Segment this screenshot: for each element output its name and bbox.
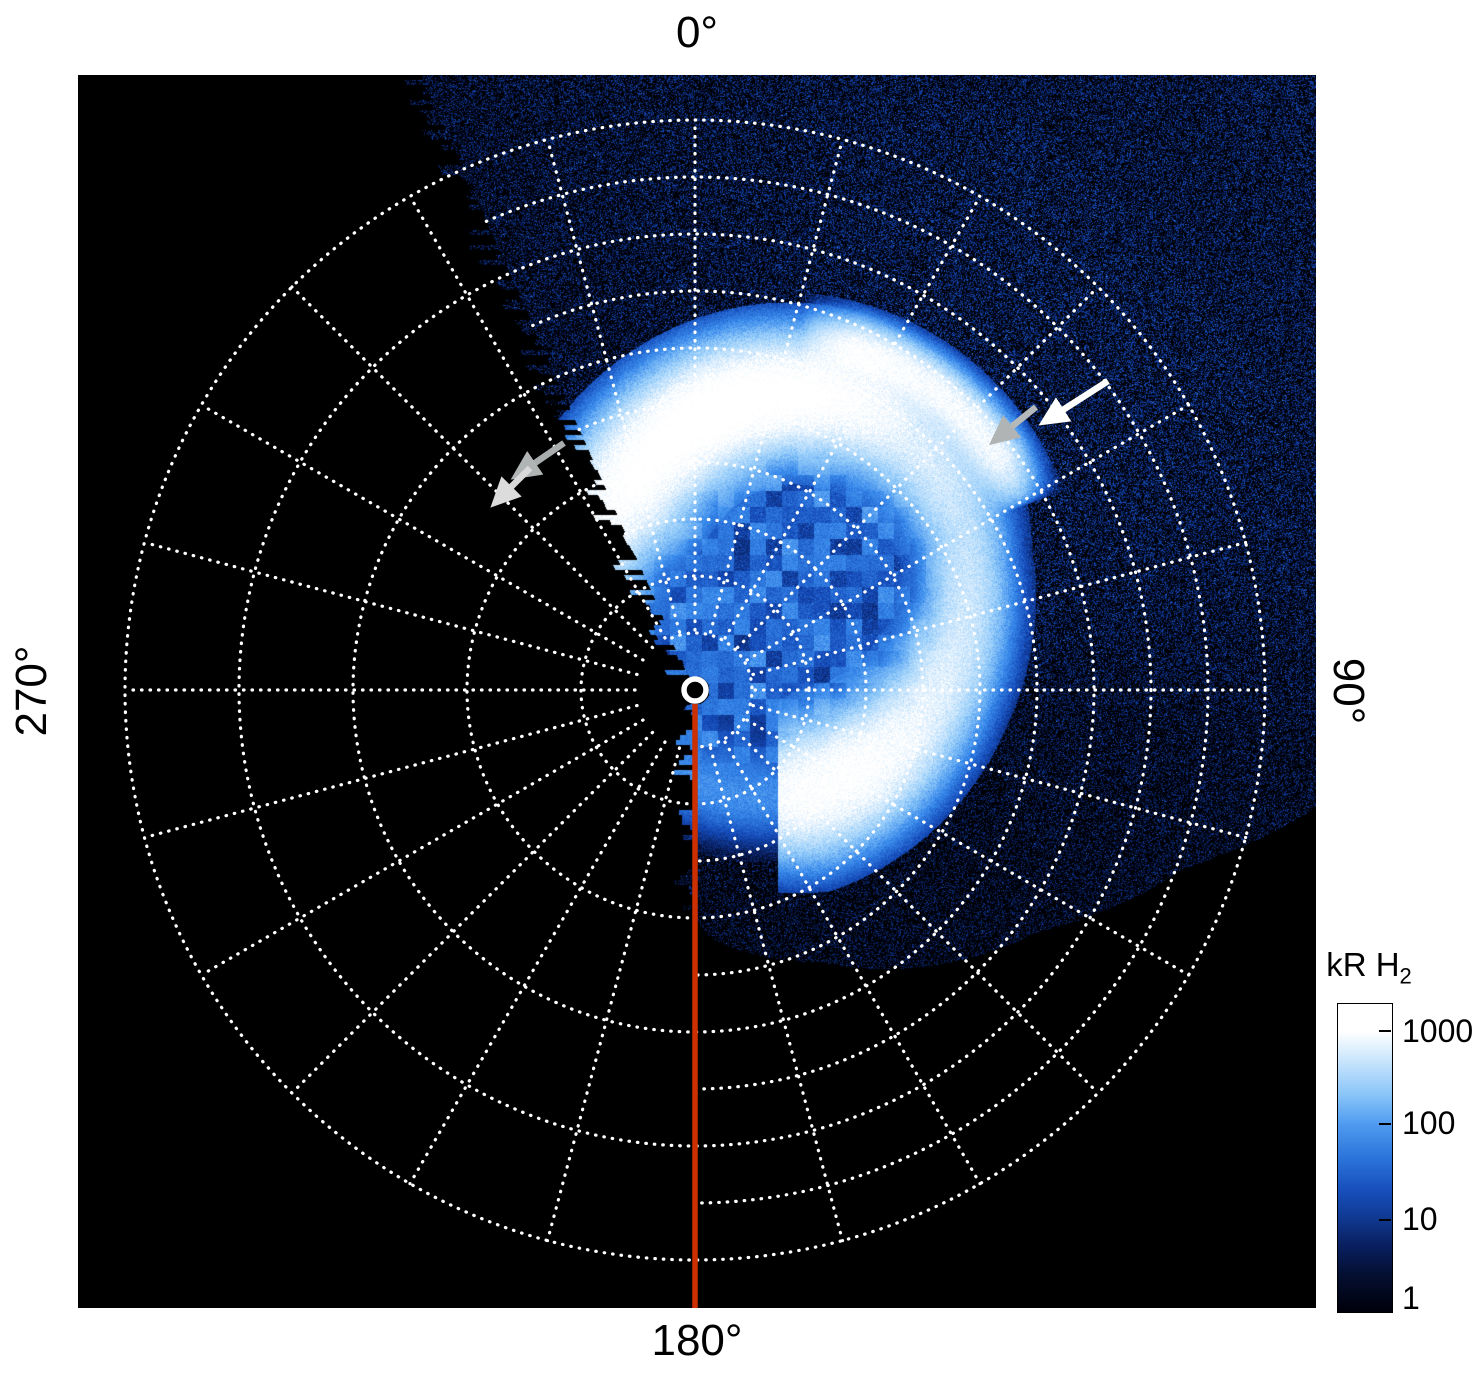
annotation-arrow <box>1044 381 1108 422</box>
plot-overlay <box>78 75 1316 1308</box>
colorbar-tickmark <box>1379 1123 1391 1125</box>
annotation-arrow <box>495 468 530 503</box>
annotation-arrow <box>994 407 1036 441</box>
figure-page: 0° 180° 270° 90° kR H2 1000 100 10 1 <box>0 0 1481 1384</box>
angle-label-90: 90° <box>1325 631 1371 751</box>
angle-label-0: 0° <box>657 10 737 56</box>
colorbar-tickmark <box>1379 1219 1391 1221</box>
colorbar-title-text: kR H <box>1326 946 1399 983</box>
colorbar-tick-1: 1 <box>1402 1280 1420 1316</box>
colorbar-tick-1000: 1000 <box>1402 1013 1473 1049</box>
colorbar-tickmark <box>1379 1030 1391 1032</box>
colorbar-tick-10: 10 <box>1402 1201 1438 1237</box>
colorbar-title-subscript: 2 <box>1400 964 1412 989</box>
colorbar <box>1337 1003 1393 1313</box>
colorbar-title: kR H2 <box>1294 946 1444 996</box>
angle-label-180: 180° <box>627 1318 767 1364</box>
polar-plot-area <box>78 75 1316 1308</box>
colorbar-tick-100: 100 <box>1402 1105 1455 1141</box>
pole-marker <box>684 679 706 701</box>
annotation-arrows <box>495 381 1108 503</box>
angle-label-270: 270° <box>9 629 55 753</box>
colorbar-gradient <box>1338 1004 1392 1312</box>
